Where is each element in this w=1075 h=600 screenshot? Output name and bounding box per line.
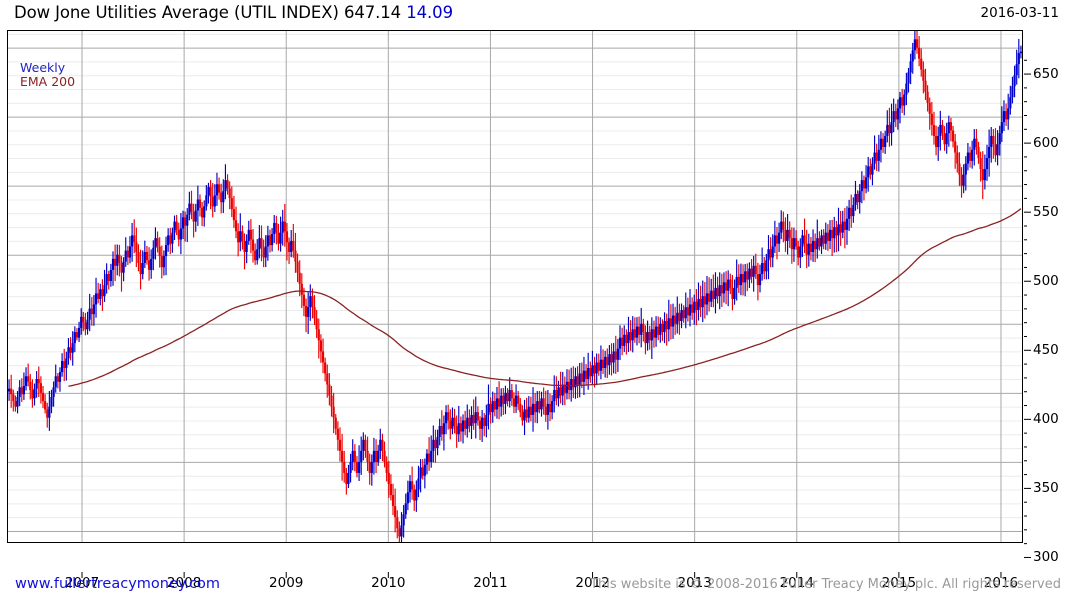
price-chart-svg (8, 31, 1022, 542)
last-price: 647.14 (343, 3, 402, 22)
year-gridlines (81, 31, 1002, 542)
x-axis-label: 2012 (575, 575, 610, 591)
chart-footer: www.fullertreacymoney.com This website i… (0, 572, 1075, 600)
x-axis-label: 2009 (269, 575, 304, 591)
x-axis-label: 2015 (881, 575, 917, 591)
y-axis-label: 450 (1033, 341, 1059, 358)
x-axis-ticks (81, 572, 1002, 578)
chart-container: Weekly EMA 200 300 350 400 450 500 550 600 650 … (0, 26, 1075, 591)
y-axis-label: 400 (1033, 410, 1059, 427)
y-axis-label: 600 (1033, 134, 1059, 151)
y-axis-label: 350 (1033, 479, 1059, 496)
price-change: 14.09 (406, 3, 453, 22)
plot-area[interactable]: Weekly EMA 200 (7, 30, 1023, 543)
chart-date: 2016-03-11 (980, 5, 1059, 21)
ema-200-line (68, 208, 1022, 387)
y-axis-label: 650 (1033, 65, 1059, 82)
y-axis-label: 550 (1033, 203, 1059, 220)
y-axis-label: 500 (1033, 272, 1059, 289)
page-title: Dow Jone Utilities Average (UTIL INDEX) … (14, 3, 453, 22)
x-axis-label: 2007 (64, 575, 100, 591)
chart-header: Dow Jone Utilities Average (UTIL INDEX) … (0, 0, 1075, 28)
website-link[interactable]: www.fullertreacymoney.com (15, 576, 220, 592)
minor-gridlines (8, 33, 1022, 519)
x-axis: 2007 2008 2009 2010 2011 2012 2013 2014 2015 2016 (0, 572, 1075, 598)
x-axis-label: 2010 (371, 575, 406, 591)
y-axis: 300 350 400 450 500 550 600 650 (1024, 52, 1075, 598)
x-axis-label: 2016 (983, 575, 1019, 591)
major-gridlines (8, 47, 1022, 532)
candlestick-series (8, 31, 1022, 542)
x-axis-label: 2013 (677, 575, 712, 591)
x-axis-label: 2008 (166, 575, 202, 591)
x-axis-label: 2014 (779, 575, 814, 591)
copyright-notice: This website is © 2008-2016 Fuller Treac… (590, 577, 1061, 592)
x-axis-label: 2011 (473, 575, 508, 591)
instrument-name: Dow Jone Utilities Average (UTIL INDEX) (14, 3, 339, 22)
y-axis-ticks (1024, 59, 1031, 558)
y-axis-label: 300 (1033, 548, 1059, 565)
